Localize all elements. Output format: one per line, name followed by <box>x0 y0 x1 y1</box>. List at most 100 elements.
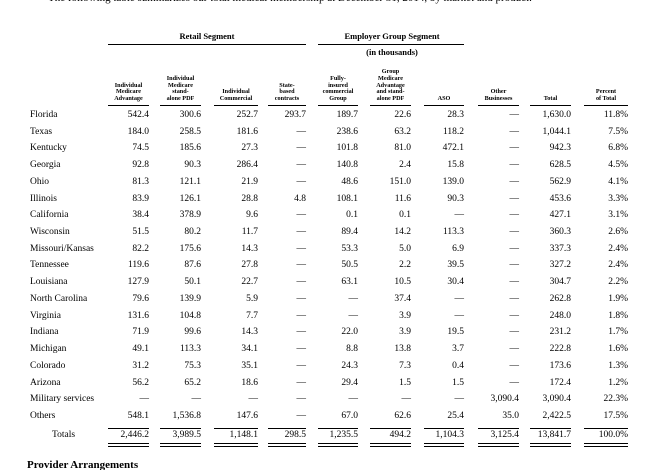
table-cell: 1,630.0 <box>542 110 572 120</box>
table-cell: 82.2 <box>132 243 149 254</box>
row-label: Virginia <box>30 310 61 321</box>
table-cell: 14.3 <box>241 243 258 254</box>
table-cell: 151.0 <box>389 176 411 187</box>
row-label: Louisiana <box>30 277 68 288</box>
rule <box>318 105 358 106</box>
table-cell: 22.7 <box>241 277 258 288</box>
table-cell: — <box>296 243 307 254</box>
table-cell: — <box>509 126 520 137</box>
table-cell: 1.6% <box>608 344 628 355</box>
column-header: Other Businesses <box>484 88 513 103</box>
column-header: State- based contracts <box>274 81 300 103</box>
group-header: Retail Segment <box>179 31 235 41</box>
table-cell: 427.1 <box>549 210 571 221</box>
table-cell: — <box>296 160 307 171</box>
table-cell: 7.5% <box>608 126 628 137</box>
table-cell: 37.4 <box>394 293 411 304</box>
table-cell: — <box>454 293 465 304</box>
row-label: Wisconsin <box>30 227 70 238</box>
table-cell: 79.6 <box>132 293 149 304</box>
table-cell: 1,148.1 <box>229 430 259 440</box>
row-label: Totals <box>52 430 76 440</box>
rule <box>584 446 628 447</box>
table-cell: 126.1 <box>179 193 201 204</box>
table-cell: 65.2 <box>184 377 201 388</box>
table-cell: 15.8 <box>447 160 464 171</box>
table-cell: 22.3% <box>603 394 628 405</box>
table-cell: — <box>191 394 202 405</box>
table-cell: 100.0% <box>598 430 628 440</box>
table-cell: 453.6 <box>549 193 571 204</box>
table-cell: 147.6 <box>236 410 258 421</box>
table-cell: — <box>509 176 520 187</box>
table-cell: 50.1 <box>184 277 201 288</box>
table-cell: 28.3 <box>447 110 464 120</box>
table-cell: 3,090.4 <box>490 394 520 405</box>
table-cell: 3.7 <box>452 344 464 355</box>
rule <box>318 443 358 444</box>
table-cell: — <box>296 327 307 338</box>
rule <box>108 44 306 45</box>
rule <box>370 428 411 429</box>
table-cell: 252.7 <box>236 110 258 120</box>
table-cell: — <box>509 344 520 355</box>
table-cell: 104.8 <box>179 310 201 321</box>
table-cell: 50.5 <box>341 260 358 271</box>
rule <box>530 428 571 429</box>
units-note: (in thousands) <box>366 47 418 57</box>
table-cell: 127.9 <box>127 277 149 288</box>
table-cell: 11.7 <box>241 227 258 238</box>
rule <box>478 446 519 447</box>
table-cell: 248.0 <box>549 310 571 321</box>
table-cell: — <box>401 394 412 405</box>
table-cell: 10.5 <box>394 277 411 288</box>
table-cell: 22.6 <box>394 110 411 120</box>
table-cell: — <box>348 394 359 405</box>
table-cell: — <box>509 293 520 304</box>
rule <box>160 428 201 429</box>
table-cell: 173.6 <box>549 360 571 371</box>
table-cell: 6.9 <box>452 243 464 254</box>
row-label: Missouri/Kansas <box>30 243 94 254</box>
table-cell: 62.6 <box>394 410 411 421</box>
column-header: Individual Commercial <box>219 88 253 103</box>
table-cell: 472.1 <box>442 143 464 154</box>
table-cell: 189.7 <box>336 110 358 120</box>
table-cell: 89.4 <box>341 227 358 238</box>
table-cell: 1,235.5 <box>329 430 359 440</box>
table-cell: 131.6 <box>127 310 149 321</box>
column-header: ASO <box>437 95 451 103</box>
row-label: Florida <box>30 110 58 120</box>
table-cell: 2.6% <box>608 227 628 238</box>
table-cell: 4.5% <box>608 160 628 171</box>
table-cell: — <box>296 210 307 221</box>
table-cell: — <box>296 227 307 238</box>
table-cell: — <box>296 260 307 271</box>
table-cell: 11.6 <box>394 193 411 204</box>
table-cell: 0.1 <box>346 210 358 221</box>
table-cell: 628.5 <box>549 160 571 171</box>
table-cell: 14.2 <box>394 227 411 238</box>
table-cell: 2,446.2 <box>120 430 150 440</box>
table-cell: — <box>509 160 520 171</box>
table-cell: 80.2 <box>184 227 201 238</box>
row-label: Ohio <box>30 176 49 187</box>
table-cell: 14.3 <box>241 327 258 338</box>
table-cell: 2.2% <box>608 277 628 288</box>
table-cell: 942.3 <box>549 143 571 154</box>
table-cell: 49.1 <box>132 344 149 355</box>
table-cell: 101.8 <box>336 143 358 154</box>
table-cell: — <box>509 377 520 388</box>
row-label: North Carolina <box>30 293 88 304</box>
table-cell: 81.0 <box>394 143 411 154</box>
table-cell: 1.3% <box>608 360 628 371</box>
table-cell: 2,422.5 <box>542 410 572 421</box>
table-cell: 75.3 <box>184 360 201 371</box>
table-cell: 7.3 <box>399 360 411 371</box>
table-cell: 300.6 <box>179 110 201 120</box>
table-cell: 139.0 <box>442 176 464 187</box>
table-cell: 28.8 <box>241 193 258 204</box>
table-cell: 140.8 <box>336 160 358 171</box>
rule <box>530 446 571 447</box>
table-cell: 5.9 <box>246 293 258 304</box>
